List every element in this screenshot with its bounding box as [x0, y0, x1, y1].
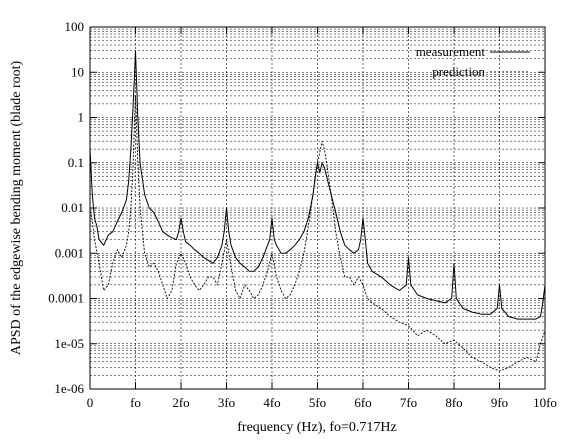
x-axis-title: frequency (Hz), fo=0.717Hz	[237, 420, 397, 435]
legend-label-prediction: prediction	[432, 64, 485, 79]
y-tick-label: 0.01	[61, 200, 84, 215]
y-tick-label: 10	[71, 64, 84, 79]
x-tick-label: 9fo	[491, 395, 508, 410]
y-tick-label: 1e-05	[54, 336, 84, 351]
y-tick-label: 1e-06	[54, 381, 84, 396]
x-tick-label: 6fo	[354, 395, 371, 410]
tick-labels: 1e-06 1e-05 0.0001 0.001 0.01 0.1 1 10 100 0 fo 2fo…	[48, 19, 557, 410]
y-tick-label: 100	[65, 19, 85, 34]
x-tick-label: 0	[87, 395, 94, 410]
x-tick-label: 8fo	[445, 395, 462, 410]
x-tick-label: 10fo	[533, 395, 557, 410]
legend: measurement prediction	[416, 44, 530, 79]
x-tick-label: 7fo	[400, 395, 417, 410]
series-layer	[89, 50, 546, 372]
x-tick-label: 2fo	[172, 395, 189, 410]
series-line-measurement	[89, 50, 546, 320]
y-tick-label: 0.0001	[48, 291, 84, 306]
y-tick-label: 0.1	[68, 155, 84, 170]
legend-label-measurement: measurement	[416, 44, 486, 59]
y-tick-label: 1	[78, 110, 85, 125]
tick-marks	[89, 26, 546, 390]
y-axis-title: APSD of the edgewise bending moment (bla…	[9, 60, 24, 355]
y-tick-label: 0.001	[55, 245, 84, 260]
x-tick-label: 4fo	[263, 395, 280, 410]
grid-lines	[90, 27, 545, 389]
x-tick-label: fo	[130, 395, 141, 410]
x-tick-label: 3fo	[218, 395, 235, 410]
x-tick-label: 5fo	[309, 395, 326, 410]
series-line-prediction	[89, 95, 546, 372]
